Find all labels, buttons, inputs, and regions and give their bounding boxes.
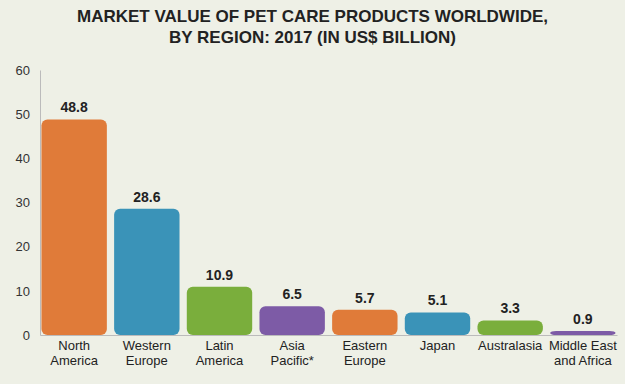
tick: 50 [16,107,40,122]
tick-label: Middle Eastand Africa [549,338,617,368]
bar [477,320,542,335]
y-axis: 0 10 20 30 40 50 60 [16,63,41,343]
tick-label: 50 [16,107,30,122]
tick-label: Japan [420,338,455,353]
data-label: 28.6 [133,189,160,205]
bar [259,306,324,335]
data-labels: 48.8 28.6 10.9 6.5 5.7 5.1 3.3 0.9 [61,99,593,327]
tick-label: WesternEurope [123,338,171,368]
title: MARKET VALUE OF PET CARE PRODUCTS WORLDW… [77,7,548,47]
tick: 60 [16,63,40,78]
bar [41,119,106,335]
tick-label: 10 [16,283,30,298]
tick: EasternEurope [342,338,387,368]
tick-label: 60 [16,63,30,78]
tick-label: 30 [16,195,30,210]
tick: AsiaPacific* [270,338,313,368]
tick: WesternEurope [123,338,171,368]
tick-label: EasternEurope [342,338,387,368]
tick-label: AsiaPacific* [270,338,313,368]
data-label: 5.1 [428,292,448,308]
bar [114,209,179,335]
tick: Japan [420,338,455,353]
tick: 0 [23,328,40,343]
tick: Middle Eastand Africa [549,338,617,368]
tick: LatinAmerica [196,338,244,368]
tick-label: 40 [16,151,30,166]
axis-line [41,335,618,336]
data-label: 0.9 [573,311,593,327]
bar [550,331,615,335]
tick: 10 [16,283,40,298]
tick-label: LatinAmerica [196,338,244,368]
chart: MARKET VALUE OF PET CARE PRODUCTS WORLDW… [0,0,625,384]
data-label: 48.8 [61,99,88,115]
tick: 40 [16,151,40,166]
tick-label: Australasia [478,338,543,353]
tick: Australasia [478,338,543,353]
axis-line [40,71,41,336]
bars [41,119,615,335]
tick: 30 [16,195,40,210]
bar [332,310,397,335]
background [0,0,625,384]
data-label: 10.9 [206,267,233,283]
tick-label: 0 [23,328,30,343]
bar [187,287,252,335]
tick-label: NorthAmerica [50,338,98,368]
tick-label: 20 [16,239,30,254]
plot: 0 10 20 30 40 50 60 48.8 28.6 10.9 6.5 5.7 5.1 3.3 0.9… [16,63,618,369]
data-label: 6.5 [282,286,302,302]
bar [405,312,470,335]
data-label: 5.7 [355,290,375,306]
x-axis: NorthAmerica WesternEurope LatinAmerica Asi… [41,336,618,369]
tick: 20 [16,239,40,254]
data-label: 3.3 [500,300,520,316]
tick: NorthAmerica [50,338,98,368]
